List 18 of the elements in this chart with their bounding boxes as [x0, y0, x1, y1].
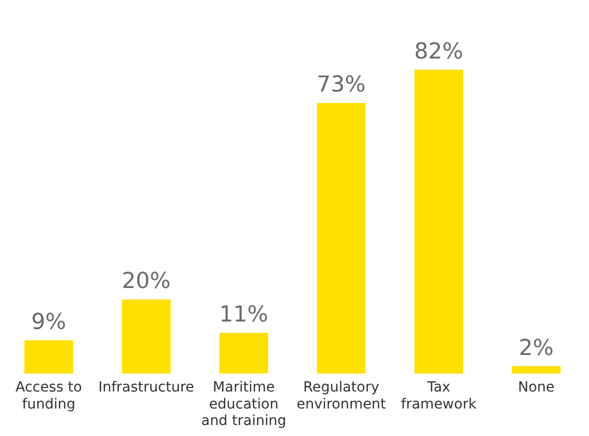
- bar: [219, 332, 268, 374]
- data-label: 9%: [31, 310, 66, 335]
- x-tick-label: None: [518, 380, 555, 396]
- data-label: 11%: [219, 302, 268, 328]
- x-tick-label: Infrastructure: [98, 380, 194, 396]
- x-tick-label: Access to funding: [16, 380, 82, 412]
- bar: [316, 103, 366, 374]
- bar: [414, 70, 464, 374]
- bar: [24, 340, 74, 374]
- x-tick-label: Maritime education and training: [201, 380, 286, 430]
- data-label: 82%: [414, 39, 464, 64]
- x-tick-label: Regulatory environment: [296, 380, 386, 412]
- bar: [512, 366, 561, 374]
- data-label: 73%: [316, 72, 366, 98]
- data-label: 20%: [122, 269, 171, 294]
- bar: [122, 299, 171, 374]
- data-label: 2%: [518, 336, 554, 361]
- x-tick-label: Tax framework: [401, 380, 478, 412]
